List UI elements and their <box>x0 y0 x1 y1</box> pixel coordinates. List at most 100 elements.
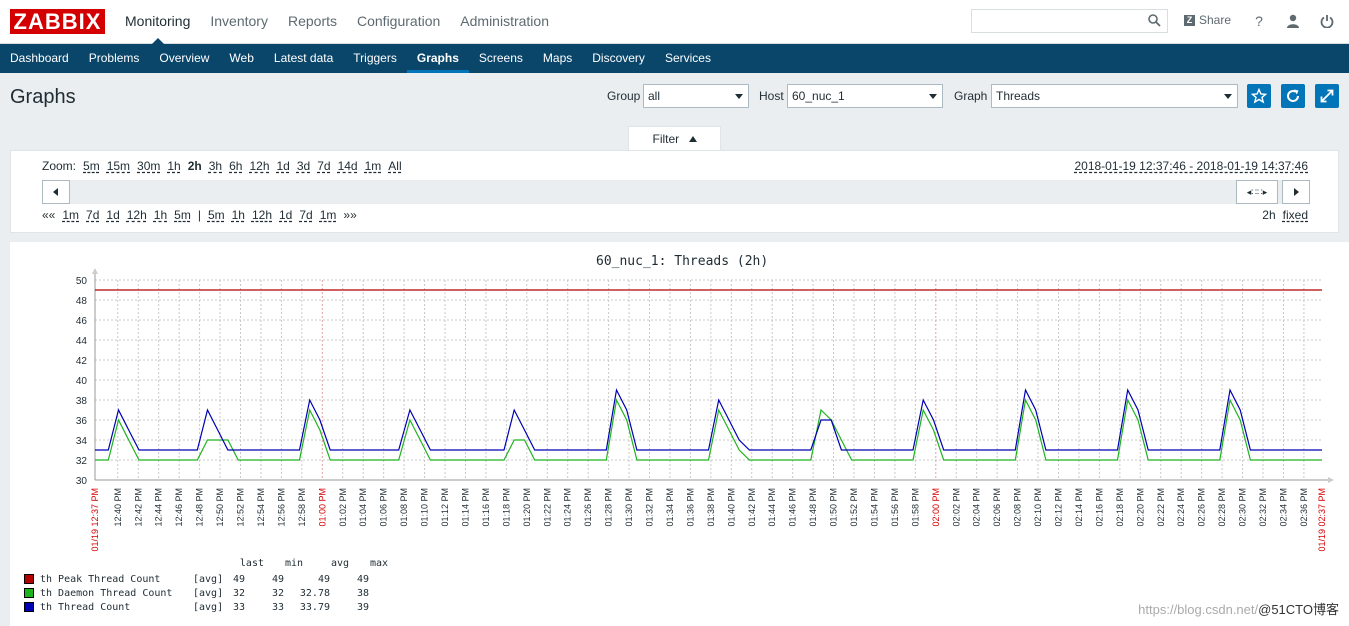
y-tick-label: 50 <box>76 276 88 287</box>
x-tick-label: 02:26 PM <box>1197 488 1207 527</box>
share-link[interactable]: Z Share <box>1184 13 1231 27</box>
menu-configuration[interactable]: Configuration <box>357 13 441 29</box>
add-to-favourites-button[interactable] <box>1247 84 1271 108</box>
legend-swatch <box>24 588 34 598</box>
zoom-12h[interactable]: 12h <box>249 159 270 173</box>
zoom-1m[interactable]: 1m <box>364 159 382 173</box>
refresh-button[interactable] <box>1281 84 1305 108</box>
zoom-30m[interactable]: 30m <box>137 159 161 173</box>
fixed-toggle[interactable]: fixed <box>1282 208 1308 222</box>
fwd-1h[interactable]: 1h <box>231 208 245 222</box>
x-tick-label: 01:18 PM <box>501 488 511 527</box>
zoom-7d[interactable]: 7d <box>317 159 331 173</box>
fullscreen-icon <box>1320 89 1334 103</box>
submenu-services[interactable]: Services <box>664 51 711 65</box>
x-tick-label: 01:44 PM <box>767 488 777 527</box>
back-all[interactable]: «« <box>42 208 56 222</box>
zoom-15m[interactable]: 15m <box>106 159 131 173</box>
fwd-1m[interactable]: 1m <box>319 208 337 222</box>
submenu-overview[interactable]: Overview <box>159 51 210 65</box>
sign-out-icon[interactable] <box>1319 12 1335 30</box>
x-tick-label: 01:08 PM <box>399 488 409 527</box>
menu-administration[interactable]: Administration <box>460 13 549 29</box>
back-7d[interactable]: 7d <box>86 208 100 222</box>
submenu-maps[interactable]: Maps <box>542 51 573 65</box>
page-title: Graphs <box>10 86 76 108</box>
x-tick-label: 01:42 PM <box>747 488 757 527</box>
zoom-3d[interactable]: 3d <box>296 159 311 173</box>
x-tick-label: 01:24 PM <box>563 488 573 527</box>
x-tick-label: 02:34 PM <box>1278 488 1288 527</box>
graph-legend: last min avg max th Peak Thread Count [a… <box>24 558 388 614</box>
submenu-dashboard[interactable]: Dashboard <box>10 51 69 65</box>
y-tick-label: 48 <box>76 296 88 307</box>
fwd-1d[interactable]: 1d <box>279 208 293 222</box>
search-icon[interactable] <box>1148 14 1161 27</box>
fwd-12h[interactable]: 12h <box>251 208 272 222</box>
back-5m[interactable]: 5m <box>174 208 191 222</box>
menu-monitoring[interactable]: Monitoring <box>115 0 200 45</box>
daemon-thread-series-line <box>95 398 1322 461</box>
x-tick-label: 02:00 PM <box>931 488 941 527</box>
x-tick-label: 02:02 PM <box>951 488 961 527</box>
zoom-all[interactable]: All <box>388 159 402 173</box>
x-tick-label: 01:00 PM <box>317 488 327 527</box>
graph-select[interactable]: Threads <box>991 84 1238 108</box>
zoom-1d[interactable]: 1d <box>276 159 290 173</box>
zoom-14d[interactable]: 14d <box>337 159 358 173</box>
time-period[interactable]: 2018-01-19 12:37:46 - 2018-01-19 14:37:4… <box>1074 159 1308 173</box>
threads-chart: 30 32 34 36 38 40 42 44 46 48 50 12:40 PM 12:42 PM 12… <box>76 268 1334 552</box>
x-tick-label: 12:58 PM <box>297 488 307 527</box>
thread-count-series-line <box>95 388 1322 451</box>
submenu-graphs[interactable]: Graphs <box>406 44 469 73</box>
zabbix-logo[interactable]: ZABBIX <box>10 9 105 34</box>
menu-reports[interactable]: Reports <box>287 13 337 29</box>
timeline-scrollbar[interactable] <box>42 180 1310 204</box>
x-tick-label: 01:32 PM <box>645 488 655 527</box>
zoom-2h[interactable]: 2h <box>187 159 202 173</box>
zoom-3h[interactable]: 3h <box>208 159 223 173</box>
host-select[interactable]: 60_nuc_1 <box>787 84 943 108</box>
x-tick-label: 01:54 PM <box>869 488 879 527</box>
legend-header-last: last <box>239 558 264 569</box>
y-tick-label: 36 <box>76 416 88 427</box>
x-tick-label: 01:48 PM <box>808 488 818 527</box>
submenu-triggers[interactable]: Triggers <box>353 51 397 65</box>
group-select[interactable]: all <box>643 84 749 108</box>
x-tick-label: 01:28 PM <box>604 488 614 527</box>
fwd-5m[interactable]: 5m <box>207 208 225 222</box>
user-profile-icon[interactable] <box>1285 12 1301 30</box>
submenu-screens[interactable]: Screens <box>478 51 523 65</box>
menu-inventory[interactable]: Inventory <box>210 13 268 29</box>
back-1d[interactable]: 1d <box>106 208 120 222</box>
zoom-row: Zoom: 5m 15m 30m 1h 2h 3h 6h 12h 1d 3d 7… <box>42 159 402 173</box>
graph-label: Graph <box>954 89 988 103</box>
fullscreen-button[interactable] <box>1315 84 1339 108</box>
back-1h[interactable]: 1h <box>153 208 168 222</box>
x-tick-label: 12:52 PM <box>236 488 246 527</box>
zoom-1h[interactable]: 1h <box>167 159 181 173</box>
x-tick-label: 02:28 PM <box>1217 488 1227 527</box>
search-input[interactable] <box>971 9 1168 33</box>
fwd-7d[interactable]: 7d <box>299 208 313 222</box>
x-tick-label: 01:22 PM <box>542 488 552 527</box>
zoom-6h[interactable]: 6h <box>229 159 243 173</box>
help-icon[interactable]: ? <box>1255 13 1263 29</box>
fwd-all[interactable]: »» <box>343 208 357 222</box>
dropdown-arrow-icon <box>1224 94 1232 99</box>
collapse-up-icon <box>688 136 697 142</box>
submenu-web[interactable]: Web <box>229 51 254 65</box>
submenu-discovery[interactable]: Discovery <box>592 51 645 65</box>
filter-tab[interactable]: Filter <box>628 126 721 151</box>
timeline-handle[interactable]: ◂∷∷▸ <box>1236 180 1278 204</box>
scroll-right-button[interactable] <box>1282 180 1310 204</box>
submenu-problems[interactable]: Problems <box>88 51 140 65</box>
x-tick-label: 01:06 PM <box>379 488 389 527</box>
back-12h[interactable]: 12h <box>126 208 147 222</box>
scroll-left-button[interactable] <box>42 180 70 204</box>
submenu-latest-data[interactable]: Latest data <box>273 51 334 65</box>
zoom-5m[interactable]: 5m <box>83 159 100 173</box>
x-tick-label: 02:20 PM <box>1135 488 1145 527</box>
time-filter-panel: Zoom: 5m 15m 30m 1h 2h 3h 6h 12h 1d 3d 7… <box>10 150 1339 233</box>
back-1m[interactable]: 1m <box>62 208 80 222</box>
